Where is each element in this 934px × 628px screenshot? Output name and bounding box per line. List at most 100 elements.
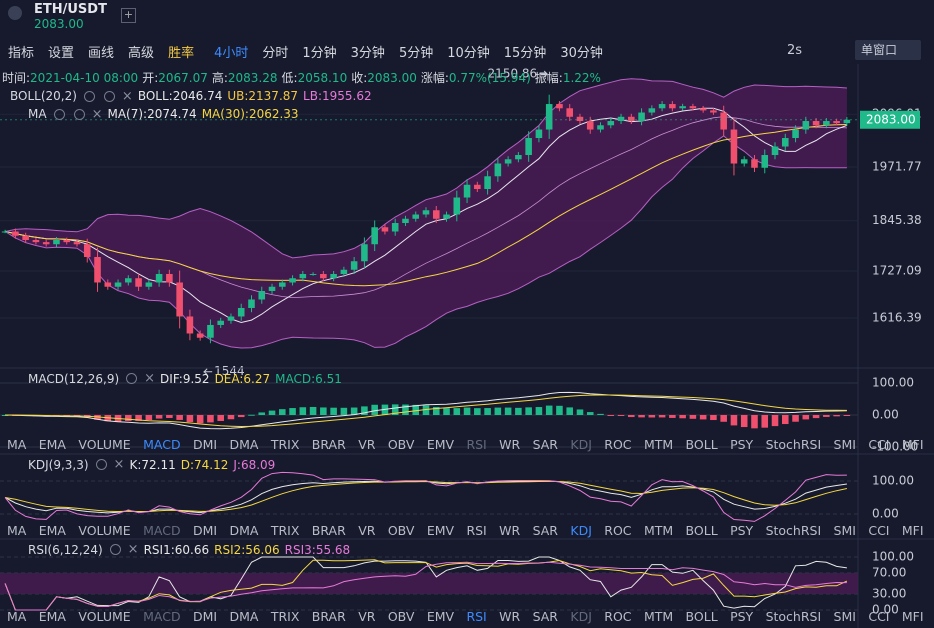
indicator-tab[interactable]: WR [499,437,521,452]
candle-body [412,214,420,219]
indicator-tab[interactable]: OBV [387,437,415,452]
indicator-tab[interactable]: CCI [868,437,890,452]
indicator-tab[interactable]: ROC [604,437,632,452]
indicator-tab[interactable]: EMV [426,609,455,624]
indicator-tab[interactable]: MACD [143,523,181,538]
interval[interactable]: 4小时 [214,46,249,61]
indicator-tab[interactable]: DMI [192,437,218,452]
indicator-tab[interactable]: BOLL [685,609,718,624]
indicator-tab[interactable]: DMA [229,523,259,538]
indicator-tab[interactable]: BRAR [311,609,346,624]
indicator-tab[interactable]: KDJ [570,437,592,452]
indicator-tab[interactable]: SAR [532,523,558,538]
indicator-tab[interactable]: RSI [466,609,487,624]
indicator-tab[interactable]: EMA [38,523,66,538]
indicator-tab[interactable]: PSY [730,523,754,538]
toolbar: 指标 设置 画线 高级 胜率 4小时 分时 1分钟 3分钟 5分钟 10分钟 15分钟 30分钟 [8,42,603,61]
indicator-tab[interactable]: EMA [38,609,66,624]
info-item: 收:2083.00 [351,69,417,86]
indicator-tab[interactable]: SMI [833,609,856,624]
candle-body [268,286,276,291]
indicator-tab[interactable]: DMI [192,523,218,538]
indicator-tab[interactable]: VOLUME [78,609,131,624]
indicator-tab[interactable]: MFI [901,437,924,452]
indicator-tab[interactable]: SAR [532,609,558,624]
indicator-tab[interactable]: MA [7,437,27,452]
toolbar-item[interactable]: 画线 [88,46,115,61]
interval-option[interactable]: 30分钟 [560,46,603,61]
indicator-tab[interactable]: PSY [730,609,754,624]
indicator-tab[interactable]: KDJ [570,523,592,538]
indicator-tab[interactable]: PSY [730,437,754,452]
indicator-tab[interactable]: MTM [643,523,674,538]
indicator-tab[interactable]: VR [358,523,376,538]
indicator-tab[interactable]: MTM [643,609,674,624]
rsi-band [0,572,858,595]
interval-option[interactable]: 1分钟 [302,46,337,61]
symbol[interactable]: ETH/USDT [34,2,107,17]
indicator-tab[interactable]: DMI [192,609,218,624]
candle-body [350,261,358,270]
interval-option[interactable]: 分时 [262,46,289,61]
indicator-tab[interactable]: MACD [143,437,181,452]
indicator-tab[interactable]: MTM [643,437,674,452]
toolbar-item[interactable]: 指标 [8,46,35,61]
indicator-tab[interactable]: RSI [466,523,487,538]
indicator-tab[interactable]: EMV [426,523,455,538]
indicator-tab[interactable]: DMA [229,609,259,624]
indicator-tab[interactable]: TRIX [270,437,300,452]
indicator-tab[interactable]: VR [358,609,376,624]
candle [535,125,543,143]
refresh[interactable]: 2s [787,43,803,58]
indicator-tab[interactable]: StochRSI [765,437,822,452]
candle [268,283,276,294]
macd-bar [330,407,337,415]
indicator-tab[interactable]: CCI [868,609,890,624]
interval-option[interactable]: 3分钟 [350,46,385,61]
indicator-tab[interactable]: SAR [532,437,558,452]
indicator-tab[interactable]: StochRSI [765,523,822,538]
window-select[interactable]: 单窗口 [855,40,921,60]
indicator-tab[interactable]: RSI [466,437,487,452]
indicator-tab[interactable]: MACD [143,609,181,624]
indicator-tab[interactable]: BOLL [685,523,718,538]
candle-body [196,333,204,338]
indicator-tab[interactable]: SMI [833,437,856,452]
indicator-tabs: MA EMA VOLUME MACD DMI DMA TRIX BRAR VR OBV EMV RSI… [7,523,934,538]
indicator-tab[interactable]: OBV [387,609,415,624]
indicator-tab[interactable]: DMA [229,437,259,452]
indicator-tab[interactable]: MFI [901,523,924,538]
toolbar-item[interactable]: 高级 [128,46,155,61]
winrate[interactable]: 胜率 [168,46,195,61]
indicator-tab[interactable]: BOLL [685,437,718,452]
indicator-tab[interactable]: BRAR [311,437,346,452]
indicator-tab[interactable]: VOLUME [78,437,131,452]
indicator-tab[interactable]: ROC [604,609,632,624]
indicator-tab[interactable]: TRIX [270,523,300,538]
indicator-tab[interactable]: VOLUME [78,523,131,538]
interval-option[interactable]: 10分钟 [447,46,490,61]
interval-option[interactable]: 15分钟 [503,46,547,61]
indicator-tab[interactable]: OBV [387,523,415,538]
indicator-tab[interactable]: EMV [426,437,455,452]
macd-bar [155,415,163,419]
indicator-tab[interactable]: WR [499,523,521,538]
indicator-tab[interactable]: KDJ [570,609,592,624]
indicator-tab[interactable]: VR [358,437,376,452]
indicator-tab[interactable]: WR [499,609,521,624]
indicator-tab[interactable]: EMA [38,437,66,452]
toolbar-item[interactable]: 设置 [48,46,75,61]
indicator-tab[interactable]: MA [7,609,27,624]
indicator-tab[interactable]: MA [7,523,27,538]
indicator-tab[interactable]: StochRSI [765,609,822,624]
indicator-tab[interactable]: ROC [604,523,632,538]
candle-body [802,121,810,130]
indicator-tab[interactable]: TRIX [270,609,300,624]
indicator-tab[interactable]: BRAR [311,523,346,538]
candle [320,271,327,282]
interval-option[interactable]: 5分钟 [398,46,434,61]
indicator-tab[interactable]: MFI [901,609,924,624]
add-button[interactable]: + [121,8,136,23]
indicator-tab[interactable]: CCI [868,523,890,538]
indicator-tab[interactable]: SMI [833,523,856,538]
